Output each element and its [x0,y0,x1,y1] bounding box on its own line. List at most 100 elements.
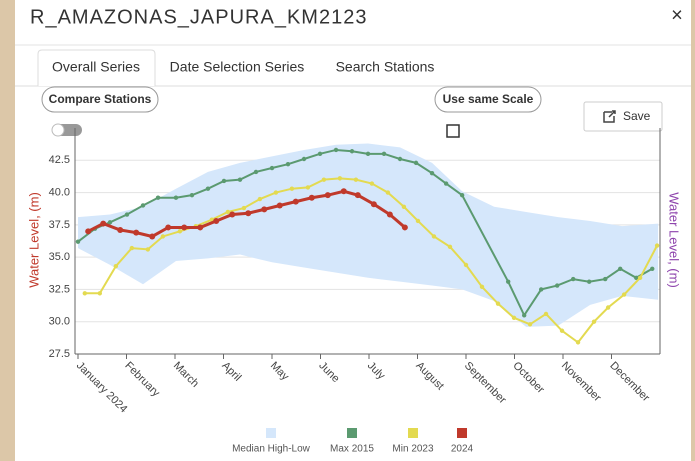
point [129,245,135,251]
active-tab [37,49,156,86]
point [570,276,576,282]
legend-label: Median High-Low [232,444,311,455]
y-tick-label: 37.5 [49,219,70,231]
compare-button[interactable] [41,86,159,113]
point [527,322,533,327]
point [113,263,119,269]
point [369,181,375,186]
point [301,156,307,162]
y-tick-label: 32.5 [49,283,70,295]
point [140,203,146,208]
point [97,291,103,296]
y-axis-label: Water Level, (m) [26,192,41,288]
save-button[interactable] [583,101,663,132]
point [173,195,179,200]
point [107,220,113,225]
point [340,188,347,195]
point [637,275,643,281]
point [621,292,627,297]
y-tick-label: 30.0 [49,316,70,328]
point [431,234,437,239]
tab[interactable]: Search Stations [336,59,435,75]
point [276,202,283,209]
point [160,234,166,239]
point [618,266,623,271]
point [385,190,391,195]
point [401,224,408,231]
legend-label: Max 2015 [330,444,374,455]
point [317,151,323,157]
point [82,291,87,296]
legend-swatch [457,428,467,438]
point [522,313,527,318]
point [538,287,544,292]
point [100,220,107,227]
point [213,217,220,224]
point [397,156,403,162]
scale-button[interactable] [434,86,542,113]
point [413,160,419,166]
point [305,185,311,190]
point [349,149,355,154]
point [575,340,581,345]
point [155,195,161,200]
y-tick-label: 40.0 [49,186,70,198]
point [591,319,597,324]
point [605,305,611,310]
checkbox[interactable] [446,124,460,138]
point [602,276,608,282]
point [225,209,231,215]
point [321,177,327,182]
point [292,198,299,205]
button-label: Use same Scale [443,92,534,106]
point [354,192,361,199]
point [443,181,449,186]
point [221,178,227,184]
point [543,311,549,317]
point [370,201,377,208]
point [257,196,263,202]
point [505,279,511,284]
legend-label: Min 2023 [392,444,434,455]
y-tick-label: 35.0 [49,251,70,263]
save-icon [603,110,616,123]
point [149,233,156,240]
y2-axis-label: Water Level, (m) [667,192,682,288]
point [650,266,655,271]
point [554,283,560,288]
point [401,204,407,209]
modal-title: R_AMAZONAS_JAPURA_KM2123 [30,6,367,28]
point [117,227,124,234]
point [181,224,188,231]
point [365,151,371,157]
point [333,147,339,153]
toggle-knob [51,123,65,137]
point [245,210,252,217]
point [459,192,465,198]
point [189,192,195,198]
legend-swatch [266,428,276,438]
point [447,244,453,250]
y-tick-label: 27.5 [49,348,70,360]
close-button[interactable]: × [671,4,683,26]
point [463,262,469,268]
tab[interactable]: Date Selection Series [170,59,305,75]
band [78,143,659,327]
point [386,211,393,218]
tab[interactable]: Overall Series [52,59,140,75]
point [269,165,275,171]
point [177,229,183,234]
point [415,218,421,224]
point [289,186,295,191]
point [654,243,660,248]
point [253,169,259,175]
point [634,275,639,281]
legend-swatch [408,428,418,438]
button-label: Save [623,109,651,123]
button-label: Compare Stations [49,92,152,106]
point [324,192,331,199]
point [237,177,243,182]
point [241,205,247,211]
point [124,212,130,217]
